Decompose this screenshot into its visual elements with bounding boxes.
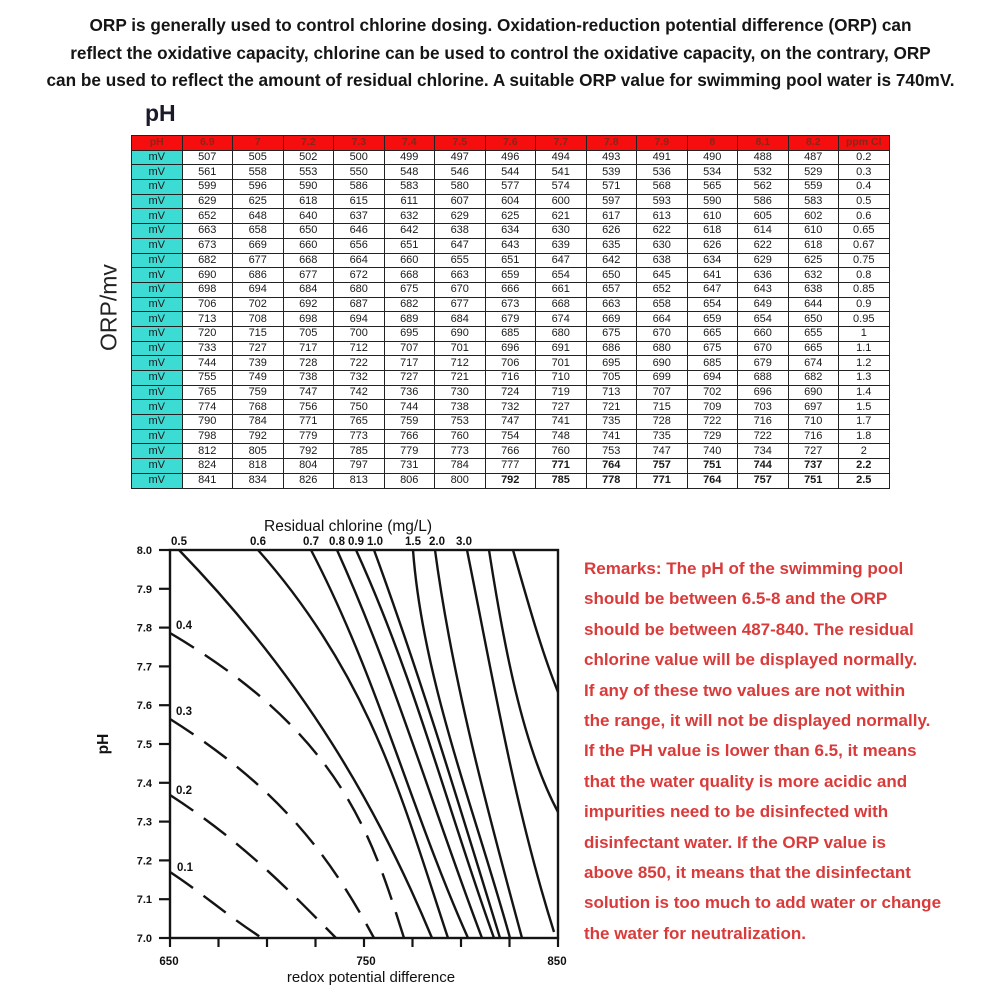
svg-text:7.4: 7.4 — [137, 778, 153, 790]
svg-text:0.9: 0.9 — [348, 536, 364, 548]
svg-text:0.3: 0.3 — [176, 706, 192, 718]
svg-text:redox potential difference: redox potential difference — [287, 969, 455, 986]
svg-text:1.5: 1.5 — [405, 536, 422, 548]
svg-text:0.7: 0.7 — [303, 536, 319, 548]
svg-text:8.0: 8.0 — [137, 545, 152, 557]
svg-text:650: 650 — [159, 956, 178, 968]
svg-text:0.6: 0.6 — [250, 536, 266, 548]
svg-text:pH: pH — [95, 734, 112, 755]
svg-text:1.0: 1.0 — [367, 536, 383, 548]
svg-text:0.1: 0.1 — [177, 862, 194, 874]
svg-text:3.0: 3.0 — [456, 536, 472, 548]
svg-text:7.9: 7.9 — [137, 584, 152, 596]
svg-text:0.2: 0.2 — [176, 785, 192, 797]
svg-text:0.4: 0.4 — [176, 620, 193, 632]
svg-text:0.5: 0.5 — [171, 536, 188, 548]
svg-text:2.0: 2.0 — [429, 536, 445, 548]
svg-text:7.7: 7.7 — [137, 661, 152, 673]
svg-text:7.1: 7.1 — [137, 894, 152, 906]
svg-text:7.8: 7.8 — [137, 623, 152, 635]
svg-text:850: 850 — [547, 956, 566, 968]
svg-text:7.2: 7.2 — [137, 855, 152, 867]
svg-text:7.5: 7.5 — [137, 739, 152, 751]
svg-text:7.6: 7.6 — [137, 700, 152, 712]
svg-text:750: 750 — [356, 956, 375, 968]
svg-text:0.8: 0.8 — [329, 536, 346, 548]
svg-text:Residual chlorine (mg/L): Residual chlorine (mg/L) — [264, 518, 432, 535]
svg-text:7.3: 7.3 — [137, 817, 152, 829]
svg-text:7.0: 7.0 — [137, 933, 152, 945]
